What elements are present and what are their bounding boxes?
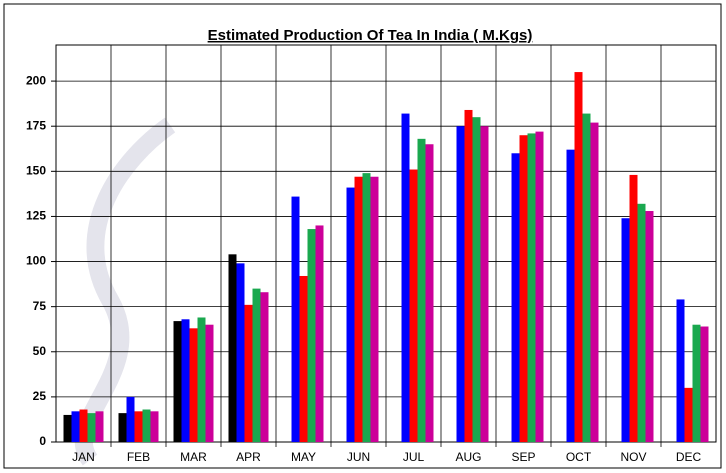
bar xyxy=(79,409,88,442)
bar xyxy=(425,144,434,442)
bar xyxy=(590,122,599,442)
bar xyxy=(134,411,143,442)
bar xyxy=(456,126,465,443)
bar xyxy=(574,72,583,443)
bar xyxy=(346,187,355,442)
x-tick-label: APR xyxy=(236,450,261,464)
x-tick-label: NOV xyxy=(620,450,646,464)
bar xyxy=(181,319,190,442)
chart-title: Estimated Production Of Tea In India ( M… xyxy=(208,27,533,44)
bar xyxy=(197,317,206,442)
bar xyxy=(236,263,245,442)
x-tick-label: OCT xyxy=(566,450,592,464)
bar xyxy=(480,126,489,443)
bar xyxy=(354,176,363,442)
y-tick-label: 100 xyxy=(26,254,46,268)
y-tick-label: 75 xyxy=(33,299,47,313)
bar xyxy=(252,288,261,442)
y-tick-label: 0 xyxy=(39,434,46,448)
bar xyxy=(291,196,300,442)
bar xyxy=(700,326,709,442)
bar xyxy=(71,411,80,442)
bar xyxy=(511,153,520,443)
bar xyxy=(676,299,685,442)
bar xyxy=(150,411,159,442)
bar xyxy=(566,149,575,442)
bar xyxy=(401,113,410,442)
bar xyxy=(535,131,544,443)
x-tick-label: JUL xyxy=(403,450,425,464)
bar xyxy=(118,413,127,442)
y-tick-label: 25 xyxy=(33,389,47,403)
bar xyxy=(244,304,253,442)
bar xyxy=(315,225,324,442)
bar xyxy=(417,138,426,442)
bar xyxy=(126,396,135,442)
bar xyxy=(87,413,96,442)
bar xyxy=(260,292,269,442)
y-tick-label: 50 xyxy=(33,344,47,358)
bar xyxy=(645,211,654,442)
x-tick-label: SEP xyxy=(511,450,535,464)
bar xyxy=(519,135,528,442)
x-tick-label: JUN xyxy=(347,450,370,464)
bar xyxy=(142,409,151,442)
bar xyxy=(205,324,214,442)
x-tick-label: FEB xyxy=(127,450,150,464)
bar xyxy=(472,117,481,442)
bar xyxy=(307,229,316,442)
y-tick-label: 125 xyxy=(26,209,46,223)
bar xyxy=(299,275,308,442)
y-tick-label: 200 xyxy=(26,73,46,87)
bar xyxy=(684,387,693,442)
bar xyxy=(370,176,379,442)
y-tick-label: 175 xyxy=(26,118,46,132)
bar xyxy=(228,254,237,442)
bar xyxy=(527,133,536,442)
bar xyxy=(173,321,182,442)
x-tick-label: MAR xyxy=(180,450,207,464)
bar xyxy=(692,324,701,442)
bar xyxy=(95,411,104,442)
bar xyxy=(464,109,473,443)
bar xyxy=(621,218,630,442)
x-tick-label: JAN xyxy=(72,450,95,464)
x-tick-label: DEC xyxy=(676,450,702,464)
bar xyxy=(362,173,371,442)
bar xyxy=(582,113,591,442)
x-tick-label: AUG xyxy=(455,450,481,464)
bar xyxy=(189,328,198,442)
bar xyxy=(629,174,638,442)
x-tick-label: MAY xyxy=(291,450,316,464)
bar xyxy=(63,414,72,442)
bar xyxy=(409,169,418,442)
y-tick-label: 150 xyxy=(26,163,46,177)
bar xyxy=(637,203,646,442)
